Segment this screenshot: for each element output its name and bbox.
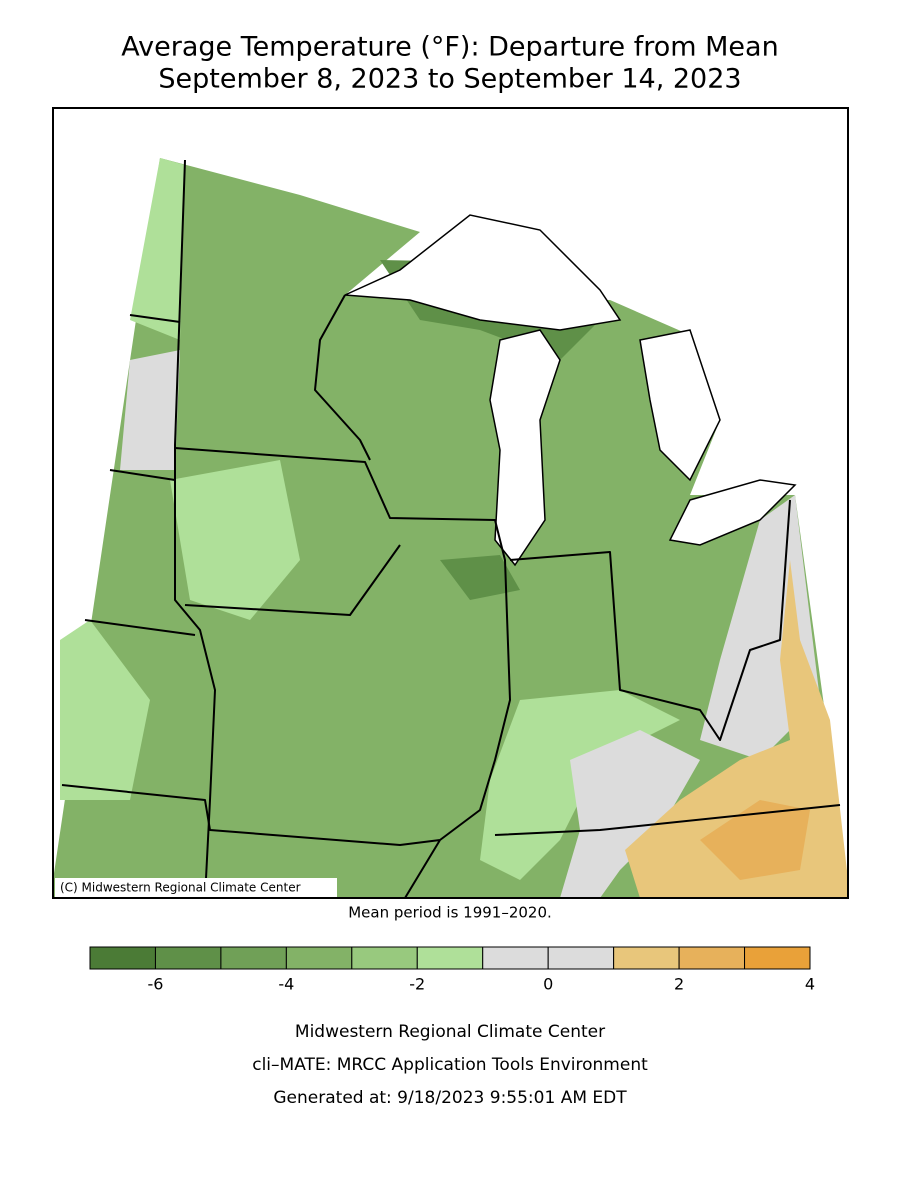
footer-line: Generated at: 9/18/2023 9:55:01 AM EDT [273,1088,627,1108]
great-lakes [344,214,797,567]
mean-period-note: Mean period is 1991–2020. [348,904,552,922]
colorbar-swatch [351,946,418,970]
title-line-2: September 8, 2023 to September 14, 2023 [158,64,741,95]
colorbar-tick-label: 0 [543,975,553,994]
gray-zone [120,350,820,898]
map-frame [52,107,849,899]
footer-line: cli–MATE: MRCC Application Tools Environ… [252,1055,648,1075]
colorbar-swatch [613,946,680,970]
credit-bg [55,878,337,897]
colorbar-swatch [547,946,615,970]
colorbar-swatch [482,946,549,970]
title-line-1: Average Temperature (°F): Departure from… [121,32,778,63]
footer-line: Midwestern Regional Climate Center [295,1022,605,1042]
colorbar-tick-label: -4 [278,975,294,994]
state-borders [174,159,216,899]
orange-zone [700,800,810,880]
colorbar-tick-label: -6 [147,975,163,994]
state-borders-2 [61,294,841,899]
colorbar-swatch [678,946,746,970]
colorbar-swatch [416,946,484,970]
map: (C) Midwestern Regional Climate Center [52,107,849,899]
map-credit: (C) Midwestern Regional Climate Center [60,881,301,895]
colorbar-tick-label: -2 [409,975,425,994]
colorbar-swatch [744,946,811,970]
colorbar-tick-label: 2 [674,975,684,994]
colorbar-swatch [89,946,156,970]
colorbar-swatch [220,946,287,970]
light-green-zone [60,158,680,880]
colorbar: -6 -4 -2 0 2 4 [89,946,815,994]
colorbar-swatch [285,946,353,970]
colorbar-swatch [154,946,222,970]
colorbar-tick-label: 4 [805,975,815,994]
